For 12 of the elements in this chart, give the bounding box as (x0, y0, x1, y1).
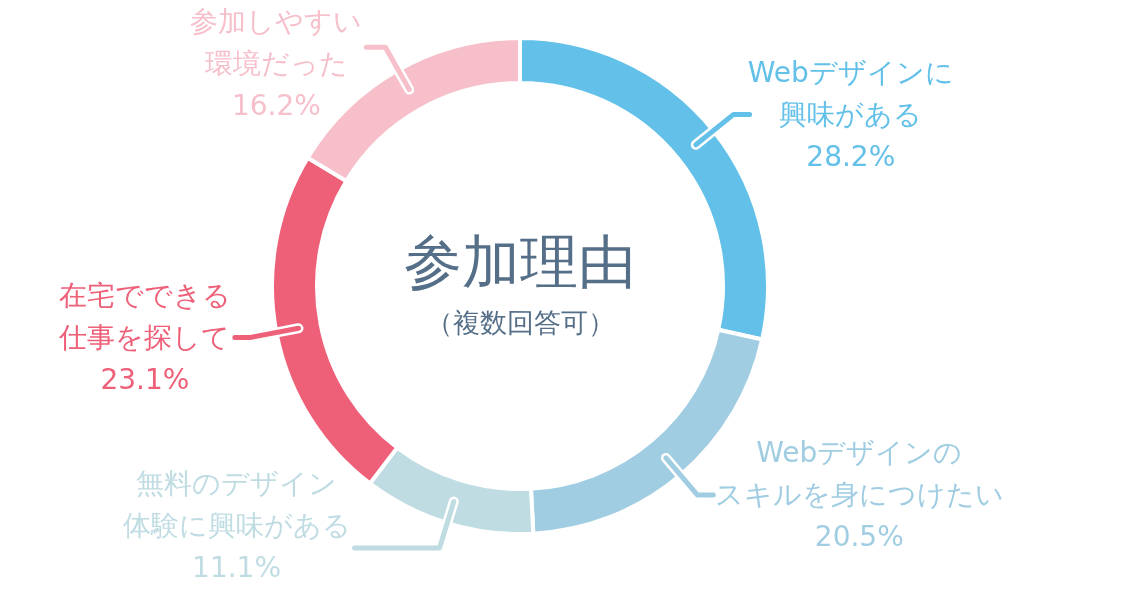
legend-label: 在宅でできる仕事を探して (58, 278, 231, 354)
text: 参加理由 (403, 227, 637, 297)
data-label: 11.1% (192, 551, 282, 585)
slice-label: Webデザインのスキルを身につけたい (714, 436, 1004, 512)
data-label: 28.2% (806, 139, 896, 173)
slice-label: 無料のデザイン体験に興味がある (122, 467, 351, 543)
text: （複数回答可） (424, 306, 616, 340)
slice-label: Webデザインに興味がある (747, 55, 954, 131)
data-label: 16.2% (231, 88, 321, 122)
data-label: 23.1% (100, 362, 190, 396)
data-label: 20.5% (814, 520, 904, 554)
slice-label: 参加しやすい環境だった (190, 4, 363, 80)
